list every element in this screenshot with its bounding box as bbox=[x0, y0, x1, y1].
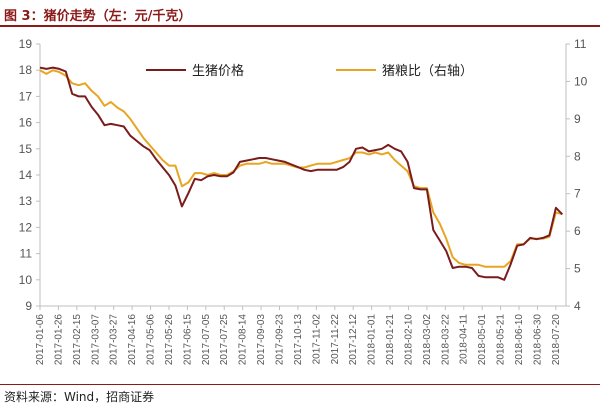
x-tick-label: 2018-06-10 bbox=[514, 314, 525, 366]
left-y-tick-label: 11 bbox=[20, 247, 33, 261]
x-tick-label: 2018-02-10 bbox=[403, 314, 414, 366]
left-y-tick-label: 15 bbox=[19, 142, 33, 156]
x-tick-label: 2018-04-11 bbox=[459, 314, 470, 365]
x-tick-label: 2017-08-14 bbox=[238, 314, 249, 366]
title-divider bbox=[0, 25, 600, 27]
right-y-tick-label: 4 bbox=[574, 299, 581, 313]
x-tick-label: 2017-09-23 bbox=[275, 314, 286, 366]
x-tick-label: 2017-07-25 bbox=[219, 314, 230, 366]
x-tick-label: 2018-07-20 bbox=[551, 314, 562, 366]
x-tick-label: 2017-05-06 bbox=[146, 314, 157, 366]
right-y-tick-label: 9 bbox=[574, 112, 581, 126]
x-tick-label: 2017-06-15 bbox=[182, 314, 193, 366]
x-tick-label: 2018-01-21 bbox=[385, 314, 396, 366]
x-tick-label: 2017-09-03 bbox=[256, 314, 267, 366]
left-y-tick-label: 19 bbox=[19, 37, 33, 51]
x-tick-label: 2017-04-16 bbox=[127, 314, 138, 366]
right-y-tick-label: 5 bbox=[574, 262, 581, 276]
x-tick-label: 2018-06-30 bbox=[532, 314, 543, 366]
x-tick-label: 2018-05-01 bbox=[477, 314, 488, 366]
x-tick-label: 2017-11-22 bbox=[330, 314, 341, 365]
pig-price-chart: 9 10 11 12 13 14 15 16 17 18 19 4 5 6 7 8 9 10 11 2017-01… bbox=[19, 37, 588, 365]
legend-label-ratio: 猪粮比（右轴） bbox=[382, 64, 473, 79]
x-tick-label: 2017-03-27 bbox=[109, 314, 120, 366]
x-tick-label: 2017-07-05 bbox=[201, 314, 212, 366]
x-tick-label: 2017-05-26 bbox=[164, 314, 175, 366]
right-y-tick-label: 7 bbox=[574, 187, 581, 201]
x-tick-label: 2017-02-15 bbox=[72, 314, 83, 366]
footer-divider bbox=[0, 384, 600, 385]
left-y-tick-label: 18 bbox=[19, 63, 33, 77]
left-y-tick-label: 13 bbox=[19, 194, 33, 208]
left-y-tick-label: 14 bbox=[19, 168, 33, 182]
x-tick-label: 2018-03-22 bbox=[440, 314, 451, 366]
x-tick-label: 2017-10-13 bbox=[293, 314, 304, 366]
figure-title: 图 3：猪价走势（左：元/千克） bbox=[4, 9, 192, 24]
x-ticks: 2017-01-06 2017-01-26 2017-02-15 2017-03-07… bbox=[35, 306, 562, 365]
left-y-tick-label: 9 bbox=[25, 299, 32, 313]
x-tick-label: 2018-05-21 bbox=[496, 314, 507, 366]
left-y-tick-label: 16 bbox=[19, 116, 33, 130]
legend: 生猪价格 猪粮比（右轴） bbox=[146, 63, 473, 79]
right-y-ticks: 4 5 6 7 8 9 10 11 bbox=[566, 37, 588, 313]
legend-label-pig-price: 生猪价格 bbox=[192, 63, 244, 79]
x-tick-label: 2018-03-02 bbox=[422, 314, 433, 366]
series-layer bbox=[39, 66, 564, 281]
left-y-tick-label: 17 bbox=[19, 89, 33, 103]
x-tick-label: 2017-01-26 bbox=[53, 314, 64, 366]
left-y-ticks: 9 10 11 12 13 14 15 16 17 18 19 bbox=[19, 37, 40, 313]
series-line-pig-price bbox=[39, 66, 564, 281]
x-tick-label: 2018-01-01 bbox=[367, 314, 378, 366]
right-y-tick-label: 11 bbox=[574, 37, 587, 51]
right-y-tick-label: 6 bbox=[574, 224, 581, 238]
source-note: 资料来源：Wind，招商证券 bbox=[4, 390, 155, 404]
x-tick-label: 2017-01-06 bbox=[35, 314, 46, 366]
x-tick-label: 2017-12-12 bbox=[348, 314, 359, 366]
x-tick-label: 2017-11-02 bbox=[311, 314, 322, 365]
right-y-tick-label: 10 bbox=[574, 74, 588, 88]
left-y-tick-label: 10 bbox=[19, 273, 33, 287]
right-y-tick-label: 8 bbox=[574, 149, 581, 163]
left-y-tick-label: 12 bbox=[19, 220, 33, 234]
x-tick-label: 2017-03-07 bbox=[90, 314, 101, 366]
